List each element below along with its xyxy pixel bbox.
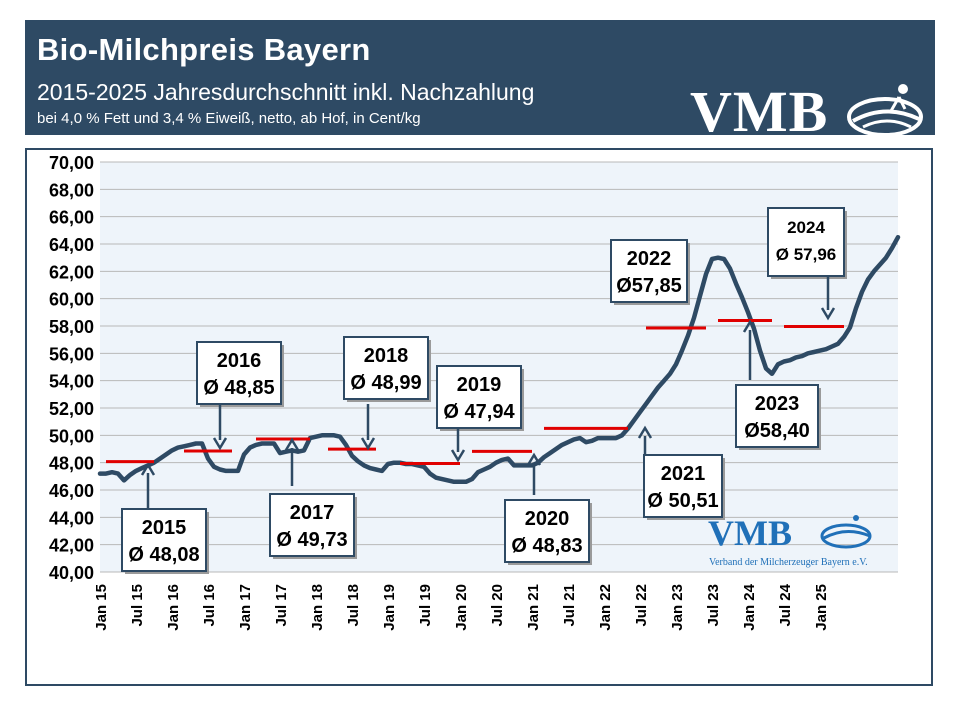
callout-arrowhead-2018: [360, 437, 376, 451]
y-tick-label: 44,00: [49, 508, 94, 528]
callout-arrowhead-2021: [637, 425, 653, 439]
x-tick-label: Jan 21: [525, 584, 542, 631]
callout-arrowhead-2015: [140, 462, 156, 476]
callout-value-2020: Ø 48,83: [511, 535, 582, 557]
x-tick-label: Jan 24: [741, 583, 758, 630]
callout-arrowhead-2023: [742, 319, 758, 333]
callout-value-2022: Ø57,85: [616, 275, 682, 297]
x-tick-label: Jan 15: [93, 584, 110, 631]
y-tick-label: 68,00: [49, 180, 94, 200]
callout-year-2023: 2023: [755, 393, 800, 415]
x-tick-label: Jan 19: [381, 584, 398, 631]
y-tick-label: 50,00: [49, 426, 94, 446]
x-tick-label: Jan 18: [309, 584, 326, 631]
callout-year-2020: 2020: [525, 508, 570, 530]
callout-arrowhead-2020: [526, 452, 542, 466]
x-tick-label: Jul 16: [201, 584, 218, 627]
callout-value-2024: Ø 57,96: [776, 245, 837, 264]
x-tick-label: Jul 20: [489, 584, 506, 627]
callout-arrowhead-2017: [284, 437, 300, 451]
callout-box-2021: [643, 454, 723, 518]
x-tick-label: Jan 17: [237, 584, 254, 631]
vmb-badge-text: VMB: [708, 513, 792, 553]
y-tick-label: 64,00: [49, 235, 94, 255]
x-tick-label: Jan 22: [597, 584, 614, 631]
x-tick-label: Jul 19: [417, 584, 434, 627]
x-tick-label: Jul 23: [705, 584, 722, 627]
callout-value-2019: Ø 47,94: [443, 401, 515, 423]
callout-value-2017: Ø 49,73: [276, 529, 347, 551]
vmb-badge-icon: [820, 515, 872, 549]
callout-value-2023: Ø58,40: [744, 420, 810, 442]
price-series-line: [97, 234, 901, 485]
callout-year-2022: 2022: [627, 248, 672, 270]
callout-box-2019: [436, 365, 522, 429]
callout-arrowhead-2019: [450, 449, 466, 463]
y-tick-label: 62,00: [49, 262, 94, 282]
x-tick-label: Jul 24: [777, 583, 794, 626]
chart-note: bei 4,0 % Fett und 3,4 % Eiweiß, netto, …: [37, 110, 421, 127]
callout-value-2021: Ø 50,51: [647, 490, 718, 512]
y-tick-label: 56,00: [49, 344, 94, 364]
callout-year-2018: 2018: [364, 345, 409, 367]
callout-value-2018: Ø 48,99: [350, 372, 421, 394]
x-tick-label: Jul 15: [129, 584, 146, 627]
callout-year-2021: 2021: [661, 463, 706, 485]
callout-year-2024: 2024: [787, 218, 825, 237]
x-tick-label: Jul 17: [273, 584, 290, 627]
header-banner: Bio-Milchpreis Bayern 2015-2025 Jahresdu…: [25, 20, 935, 144]
x-tick-label: Jul 18: [345, 584, 362, 627]
callout-box-2020: [504, 499, 590, 563]
x-tick-label: Jan 23: [669, 584, 686, 631]
callout-box-2023: [735, 384, 819, 448]
chart-subtitle: 2015-2025 Jahresdurchschnitt inkl. Nachz…: [37, 79, 535, 105]
chart-title: Bio-Milchpreis Bayern: [37, 32, 371, 67]
callout-year-2015: 2015: [142, 517, 187, 539]
callout-year-2016: 2016: [217, 350, 262, 372]
callout-value-2016: Ø 48,85: [203, 377, 274, 399]
x-tick-label: Jul 21: [561, 584, 578, 627]
y-tick-label: 42,00: [49, 536, 94, 556]
callout-box-2017: [269, 493, 355, 557]
x-tick-label: Jan 20: [453, 584, 470, 631]
callout-box-2016: [196, 341, 282, 405]
y-tick-label: 66,00: [49, 208, 94, 228]
callout-arrowhead-2024: [820, 307, 836, 321]
callout-box-2015: [121, 508, 207, 572]
vmb-logo-text: VMB: [690, 79, 829, 144]
y-tick-label: 40,00: [49, 563, 94, 583]
callout-box-2024: [767, 207, 845, 277]
vmb-logo-icon: [847, 84, 923, 137]
x-tick-label: Jan 25: [813, 584, 830, 631]
y-tick-label: 60,00: [49, 290, 94, 310]
y-tick-label: 46,00: [49, 481, 94, 501]
y-tick-label: 70,00: [49, 153, 94, 173]
callout-value-2015: Ø 48,08: [128, 544, 199, 566]
callout-box-2018: [343, 336, 429, 400]
callout-box-2022: [610, 239, 688, 303]
callout-arrowhead-2016: [212, 437, 228, 451]
y-tick-label: 48,00: [49, 454, 94, 474]
callout-year-2017: 2017: [290, 502, 335, 524]
x-tick-label: Jan 16: [165, 584, 182, 631]
x-tick-label: Jul 22: [633, 584, 650, 627]
y-tick-label: 52,00: [49, 399, 94, 419]
y-tick-label: 58,00: [49, 317, 94, 337]
y-tick-label: 54,00: [49, 372, 94, 392]
vmb-badge-subtitle: Verband der Milcherzeuger Bayern e.V.: [709, 557, 868, 568]
callout-year-2019: 2019: [457, 374, 502, 396]
